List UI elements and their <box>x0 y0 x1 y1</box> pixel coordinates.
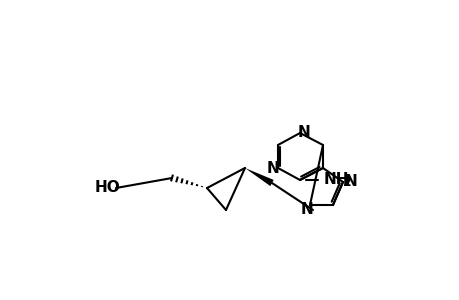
Text: N: N <box>266 160 279 175</box>
Text: NH: NH <box>323 172 349 187</box>
Text: N: N <box>300 202 313 217</box>
Text: N: N <box>297 124 310 140</box>
Polygon shape <box>245 168 273 186</box>
Text: N: N <box>344 175 357 190</box>
Text: 2: 2 <box>342 176 351 190</box>
Text: HO: HO <box>95 181 121 196</box>
